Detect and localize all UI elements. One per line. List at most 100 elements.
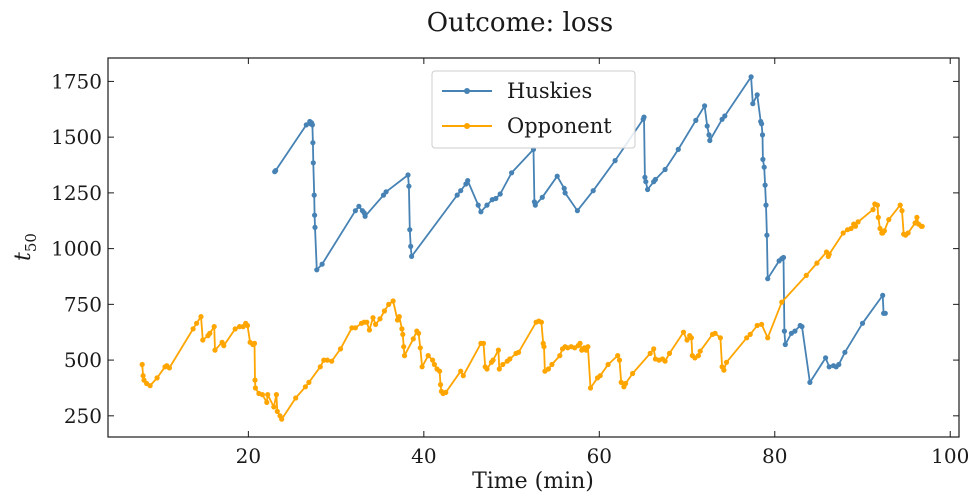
data-point-huskies — [823, 355, 829, 361]
y-axis-label-base: t — [11, 252, 36, 261]
data-point-opponent — [779, 299, 785, 305]
data-point-opponent — [680, 329, 687, 335]
data-point-opponent — [425, 353, 431, 359]
data-point-opponent — [759, 321, 765, 327]
data-point-opponent — [166, 365, 172, 371]
data-point-opponent — [490, 357, 496, 363]
data-point-opponent — [605, 361, 611, 368]
data-point-opponent — [396, 314, 402, 320]
data-point-opponent — [264, 399, 270, 405]
data-point-opponent — [400, 331, 406, 337]
data-point-huskies — [458, 188, 464, 194]
data-point-opponent — [194, 320, 200, 326]
data-point-opponent — [484, 366, 490, 372]
data-point-huskies — [478, 209, 484, 215]
data-point-opponent — [399, 326, 405, 332]
data-point-opponent — [306, 379, 312, 385]
data-point-huskies — [792, 328, 798, 334]
x-tick-label: 100 — [931, 444, 969, 468]
data-point-opponent — [618, 379, 624, 385]
data-point-opponent — [200, 337, 206, 343]
data-point-opponent — [417, 345, 423, 351]
data-point-opponent — [352, 325, 358, 331]
data-point-opponent — [430, 357, 436, 363]
legend-label-huskies: Huskies — [507, 79, 592, 103]
data-point-opponent — [765, 335, 771, 341]
data-point-opponent — [877, 225, 883, 232]
data-point-opponent — [329, 358, 335, 364]
data-point-opponent — [364, 319, 370, 325]
data-point-opponent — [875, 214, 881, 220]
data-point-huskies — [652, 176, 659, 183]
legend: Huskies Opponent — [431, 70, 636, 149]
legend-marker-huskies — [464, 88, 470, 94]
data-point-opponent — [852, 223, 859, 229]
data-point-opponent — [386, 301, 392, 307]
data-point-opponent — [293, 395, 299, 401]
data-point-opponent — [190, 326, 196, 332]
y-tick-label: 1500 — [51, 125, 102, 149]
y-axis-label: t50 — [11, 233, 40, 261]
data-point-opponent — [496, 366, 502, 372]
y-tick-label: 1250 — [51, 181, 102, 205]
data-point-huskies — [761, 164, 767, 170]
data-point-huskies — [645, 186, 651, 193]
data-point-opponent — [317, 364, 323, 370]
data-point-huskies — [759, 121, 765, 127]
data-point-huskies — [475, 202, 481, 208]
data-point-opponent — [840, 230, 846, 236]
data-point-huskies — [484, 202, 490, 208]
data-point-opponent — [874, 202, 881, 208]
data-point-huskies — [882, 310, 888, 316]
y-tick-label: 500 — [64, 348, 102, 372]
data-point-opponent — [697, 348, 703, 354]
data-point-huskies — [759, 132, 766, 138]
data-point-opponent — [623, 380, 629, 387]
data-point-opponent — [302, 384, 308, 390]
data-point-huskies — [764, 232, 770, 238]
data-point-huskies — [706, 132, 712, 138]
data-point-huskies — [643, 179, 649, 185]
data-point-opponent — [712, 330, 718, 336]
data-point-opponent — [377, 316, 383, 322]
data-point-opponent — [688, 335, 695, 341]
y-axis-label-sub: 50 — [22, 233, 40, 252]
data-point-opponent — [721, 367, 727, 373]
data-point-opponent — [545, 366, 552, 372]
data-point-huskies — [590, 188, 596, 194]
series-line-opponent — [141, 203, 923, 421]
data-point-huskies — [675, 146, 681, 152]
data-point-opponent — [154, 375, 160, 381]
data-point-opponent — [597, 373, 603, 379]
data-point-huskies — [799, 324, 805, 330]
data-point-opponent — [587, 385, 594, 391]
data-point-opponent — [221, 343, 227, 349]
y-tick-label: 1750 — [51, 69, 102, 93]
data-point-huskies — [352, 208, 358, 214]
data-point-opponent — [814, 260, 820, 266]
data-point-huskies — [532, 202, 538, 208]
data-point-opponent — [615, 353, 621, 359]
data-point-opponent — [507, 356, 513, 362]
data-point-huskies — [362, 213, 368, 219]
data-point-opponent — [401, 353, 408, 359]
data-point-huskies — [409, 253, 415, 259]
data-point-huskies — [842, 349, 848, 355]
data-point-huskies — [497, 191, 503, 197]
data-point-opponent — [147, 383, 153, 389]
data-point-opponent — [754, 322, 760, 329]
data-point-huskies — [836, 361, 842, 368]
data-point-opponent — [666, 350, 673, 356]
data-point-opponent — [207, 330, 213, 336]
data-point-opponent — [324, 357, 330, 363]
data-point-huskies — [641, 114, 647, 120]
data-point-opponent — [416, 330, 422, 336]
data-point-opponent — [244, 322, 251, 329]
data-point-huskies — [748, 74, 754, 80]
data-point-opponent — [914, 214, 920, 220]
data-point-opponent — [460, 373, 466, 379]
data-point-opponent — [662, 358, 668, 364]
data-point-opponent — [747, 331, 753, 337]
data-point-huskies — [574, 208, 581, 214]
